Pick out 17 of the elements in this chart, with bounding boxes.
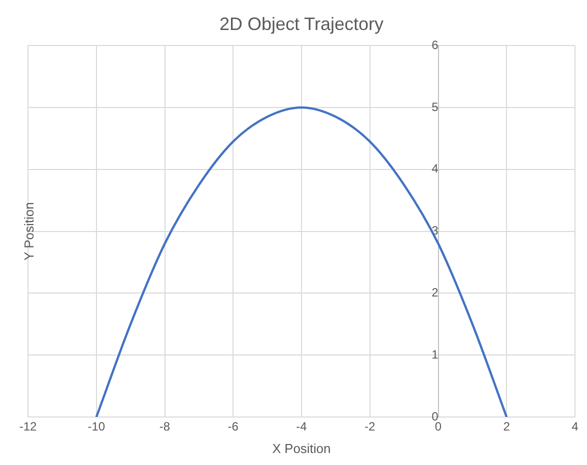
y-tick-label: 6 <box>432 38 439 52</box>
x-axis-title: X Position <box>272 440 331 456</box>
x-tick-label: -4 <box>296 420 308 434</box>
y-tick-label: 0 <box>432 409 439 424</box>
y-tick-label: 1 <box>432 347 439 362</box>
y-tick-label: 5 <box>432 100 439 114</box>
chart-title: 2D Object Trajectory <box>219 14 384 34</box>
x-tick-label: -10 <box>88 420 106 434</box>
x-tick-label: -2 <box>364 420 376 434</box>
x-tick-label: -12 <box>19 420 37 434</box>
y-tick-label: 4 <box>432 162 439 176</box>
x-tick-label: 4 <box>572 420 579 434</box>
x-tick-label: -8 <box>159 420 170 434</box>
x-tick-label: 2 <box>503 420 510 434</box>
y-tick-label: 2 <box>432 286 439 300</box>
x-tick-label: -6 <box>228 420 239 434</box>
y-axis-title: Y Position <box>22 202 37 260</box>
